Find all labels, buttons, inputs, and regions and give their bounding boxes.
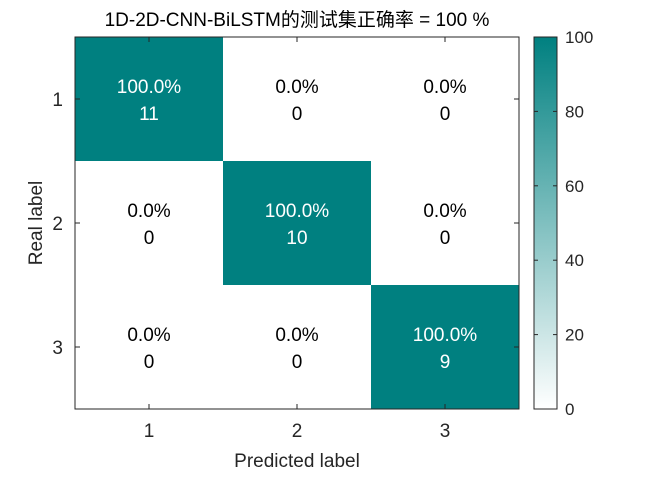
y-axis-label: Real label (26, 181, 47, 266)
matrix-cell-r1-c2 (223, 37, 371, 161)
matrix-cell-r3-c3 (371, 285, 519, 409)
matrix-cell-r1-c1 (75, 37, 223, 161)
cell-count-label: 11 (139, 104, 159, 125)
matrix-cell-r2-c1 (75, 161, 223, 285)
colorbar-tick-label: 0 (565, 400, 574, 419)
matrix-cells: 100.0%110.0%00.0%00.0%0100.0%100.0%00.0%… (75, 37, 519, 409)
cell-count-label: 0 (144, 352, 155, 373)
cell-percentage-label: 100.0% (265, 201, 330, 222)
cell-percentage-label: 0.0% (275, 325, 318, 346)
x-tick-label: 2 (292, 421, 303, 442)
cell-count-label: 0 (440, 104, 451, 125)
y-tick-label: 1 (52, 90, 63, 111)
cell-percentage-label: 0.0% (127, 325, 170, 346)
axis-ticks: 1 2 3 1 2 3 (52, 37, 519, 442)
colorbar (533, 36, 558, 410)
cell-percentage-label: 100.0% (117, 77, 182, 98)
cell-count-label: 0 (292, 104, 303, 125)
x-tick-label: 3 (440, 421, 451, 442)
cell-percentage-label: 0.0% (127, 201, 170, 222)
cell-percentage-label: 0.0% (423, 77, 466, 98)
cell-count-label: 9 (440, 352, 451, 373)
chart-title: 1D-2D-CNN-BiLSTM的测试集正确率 = 100 % (105, 9, 490, 31)
matrix-cell-r2-c3 (371, 161, 519, 285)
cell-count-label: 0 (144, 228, 155, 249)
cell-percentage-label: 100.0% (413, 325, 478, 346)
colorbar-tick-label: 100 (565, 28, 593, 47)
colorbar-ticks: 0 20 40 60 80 100 (534, 28, 593, 419)
colorbar-tick-label: 60 (565, 177, 584, 196)
cell-percentage-label: 0.0% (275, 77, 318, 98)
cell-percentage-label: 0.0% (423, 201, 466, 222)
y-tick-label: 2 (52, 214, 63, 235)
colorbar-tick-label: 20 (565, 326, 584, 345)
matrix-cell-r3-c1 (75, 285, 223, 409)
cell-count-label: 0 (440, 228, 451, 249)
matrix-cell-r2-c2 (223, 161, 371, 285)
x-axis-label: Predicted label (234, 451, 360, 472)
matrix-cell-r3-c2 (223, 285, 371, 409)
cell-count-label: 0 (292, 352, 303, 373)
cell-count-label: 10 (286, 228, 307, 249)
x-tick-label: 1 (144, 421, 155, 442)
colorbar-tick-label: 40 (565, 251, 584, 270)
y-tick-label: 3 (52, 338, 63, 359)
matrix-cell-r1-c3 (371, 37, 519, 161)
colorbar-tick-label: 80 (565, 102, 584, 121)
